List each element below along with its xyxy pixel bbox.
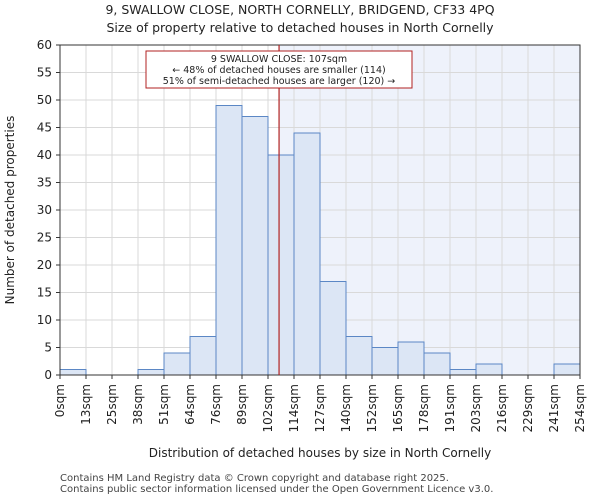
y-axis-label: Number of detached properties [3,116,17,305]
x-tick-label: 254sqm [573,384,587,432]
y-tick-label: 30 [37,203,52,217]
bar-76sqm [215,105,243,376]
bar-241sqm [553,363,581,376]
x-tick-label: 76sqm [209,384,223,425]
y-tick-label: 20 [37,258,52,272]
chart-subtitle: Size of property relative to detached ho… [106,20,494,35]
y-tick-label: 15 [37,286,52,300]
annotation-box [145,50,413,89]
annotation-line-1: 9 SWALLOW CLOSE: 107sqm [211,54,347,65]
chart-title: 9, SWALLOW CLOSE, NORTH CORNELLY, BRIDGE… [105,2,495,17]
bar-191sqm [449,369,477,376]
y-tick-label: 55 [37,66,52,80]
bar-114sqm [293,132,321,376]
y-tick-label: 5 [44,341,52,355]
x-tick-label: 127sqm [313,384,327,432]
x-tick-label: 191sqm [443,384,457,432]
x-tick-label: 64sqm [183,384,197,425]
bar-0sqm [59,369,87,376]
x-tick-label: 178sqm [417,384,431,432]
footer-copyright: Contains HM Land Registry data © Crown c… [60,473,449,484]
x-tick-label: 140sqm [339,384,353,432]
x-tick-label: 203sqm [469,384,483,432]
y-tick-label: 0 [44,368,52,382]
x-tick-label: 0sqm [53,384,67,417]
bar-152sqm [371,347,399,376]
bar-102sqm [267,154,295,376]
x-tick-label: 102sqm [261,384,275,432]
bar-203sqm [475,363,503,376]
x-tick-label: 165sqm [391,384,405,432]
bar-51sqm [163,352,191,376]
footer-licence: Contains public sector information licen… [60,484,494,495]
y-tick-label: 25 [37,231,52,245]
y-tick-label: 45 [37,121,52,135]
x-axis-label: Distribution of detached houses by size … [149,446,491,460]
bar-165sqm [397,341,425,376]
x-tick-label: 25sqm [105,384,119,425]
x-tick-label: 38sqm [131,384,145,425]
bar-38sqm [137,369,165,376]
y-tick-label: 35 [37,176,52,190]
x-tick-label: 216sqm [495,384,509,432]
y-tick-label: 10 [37,313,52,327]
x-tick-label: 229sqm [521,384,535,432]
y-tick-label: 50 [37,93,52,107]
x-tick-label: 51sqm [157,384,171,425]
bar-64sqm [189,336,217,376]
bar-140sqm [345,336,373,376]
y-tick-label: 60 [37,38,52,52]
x-tick-label: 114sqm [287,384,301,432]
x-tick-label: 241sqm [547,384,561,432]
annotation-line-3: 51% of semi-detached houses are larger (… [163,76,396,87]
x-tick-label: 13sqm [79,384,93,425]
bar-178sqm [423,352,451,376]
x-tick-label: 152sqm [365,384,379,432]
bar-127sqm [319,281,347,376]
bar-89sqm [241,116,269,376]
annotation-line-2: ← 48% of detached houses are smaller (11… [172,65,385,76]
x-tick-label: 89sqm [235,384,249,425]
y-tick-label: 40 [37,148,52,162]
